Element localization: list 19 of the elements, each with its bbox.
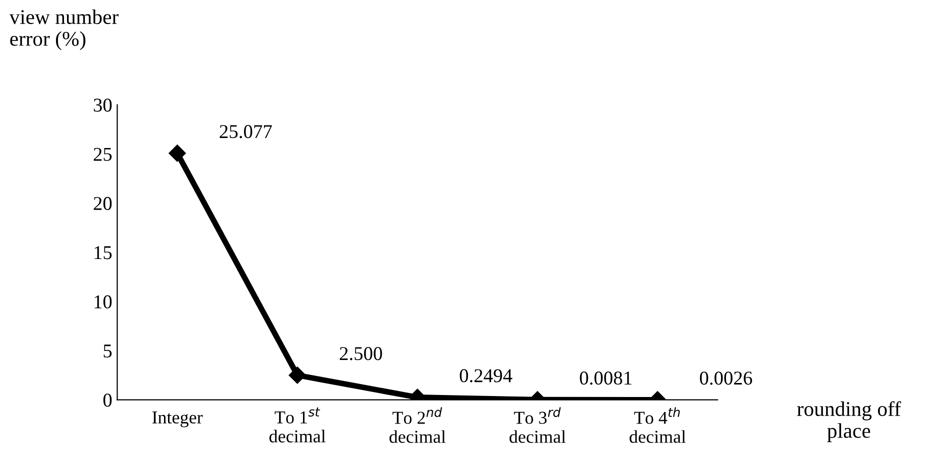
x-tick-label: To 3$^{rd}$ decimal bbox=[510, 407, 566, 443]
y-tick-label: 15 bbox=[94, 246, 112, 260]
data-label: 25.077 bbox=[220, 125, 272, 138]
x-tick-label: To 4$^{th}$ decimal bbox=[630, 407, 686, 443]
data-label: 0.2494 bbox=[460, 369, 512, 382]
x-tick-label: To 2$^{nd}$ decimal bbox=[389, 407, 446, 443]
data-label: 0.0081 bbox=[580, 372, 632, 385]
y-tick-label: 25 bbox=[94, 148, 112, 161]
data-label: 2.500 bbox=[340, 347, 382, 360]
y-tick-label: 30 bbox=[94, 98, 112, 112]
x-axis-title: rounding off place bbox=[797, 401, 902, 442]
data-label: 0.0026 bbox=[700, 372, 752, 385]
y-tick-label: 5 bbox=[104, 344, 112, 358]
y-tick-label: 0 bbox=[103, 394, 112, 407]
y-tick-label: 20 bbox=[94, 196, 112, 210]
y-tick-label: 10 bbox=[94, 295, 112, 308]
x-tick-label: To 1$^{st}$ decimal bbox=[269, 408, 326, 442]
y-axis-title: view number error (%) bbox=[9, 9, 119, 50]
x-tick-label: Integer bbox=[152, 412, 203, 428]
